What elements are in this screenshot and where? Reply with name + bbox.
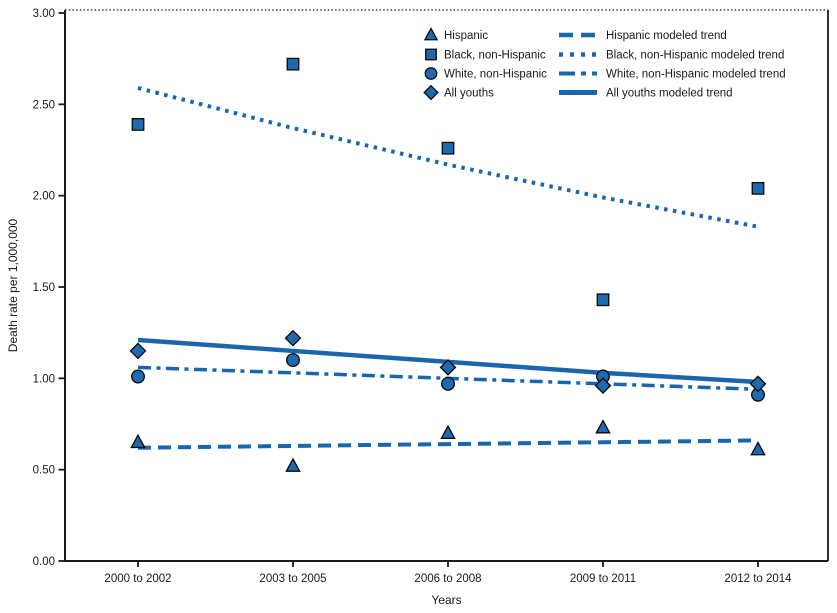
legend-marker-diamond: [423, 84, 439, 101]
data-point-triangle: [595, 419, 611, 434]
legend-label: White, non-Hispanic modeled trend: [606, 69, 786, 81]
y-axis-tick-label: 0.00: [33, 556, 55, 568]
data-point-circle: [286, 353, 300, 368]
data-point-square: [441, 141, 455, 155]
legend-label: Black, non-Hispanic modeled trend: [606, 50, 784, 62]
y-axis-tick-label: 1.00: [33, 373, 55, 385]
data-point-triangle: [285, 457, 301, 472]
data-point-square: [596, 293, 610, 307]
y-axis-tick-label: 2.50: [33, 99, 55, 111]
data-point-diamond: [129, 342, 147, 360]
y-axis-tick-label: 1.50: [33, 282, 55, 294]
trend-line-dashed: [137, 438, 759, 450]
y-axis-tick-label: 2.00: [33, 191, 55, 203]
legend-label: Hispanic: [444, 30, 488, 42]
data-point-diamond: [284, 329, 302, 347]
trend-line-dotted: [137, 85, 759, 229]
x-axis-title: Years: [431, 593, 461, 607]
data-point-diamond: [594, 377, 612, 395]
x-axis-tick-label: 2006 to 2008: [414, 573, 481, 585]
legend-label: Black, non-Hispanic: [444, 50, 546, 62]
data-point-square: [751, 181, 765, 195]
legend-marker-triangle: [423, 27, 439, 41]
legend-label: Hispanic modeled trend: [606, 30, 727, 42]
legend-label: White, non-Hispanic: [444, 69, 547, 81]
data-point-diamond: [749, 375, 767, 393]
data-point-square: [286, 57, 300, 71]
legend-marker-square: [425, 48, 437, 61]
legend-marker-circle: [424, 67, 438, 80]
x-axis-tick-label: 2000 to 2002: [104, 573, 171, 585]
data-point-triangle: [130, 433, 146, 449]
y-axis-tick-label: 0.50: [33, 465, 55, 477]
x-axis-tick-label: 2012 to 2014: [724, 573, 792, 585]
y-axis-tick-label: 3.00: [33, 8, 55, 20]
data-point-square: [131, 118, 145, 131]
data-point-triangle: [440, 424, 456, 439]
legend-label: All youths modeled trend: [606, 88, 733, 100]
data-point-circle: [131, 369, 145, 384]
x-axis-tick-label: 2009 to 2011: [570, 573, 636, 585]
legend-label: All youths: [444, 88, 494, 100]
x-axis-tick-label: 2003 to 2005: [259, 573, 326, 585]
data-point-triangle: [750, 441, 766, 456]
data-point-circle: [441, 376, 455, 391]
data-point-diamond: [439, 358, 457, 376]
y-axis-title: Death rate per 1,000,000: [6, 218, 20, 352]
